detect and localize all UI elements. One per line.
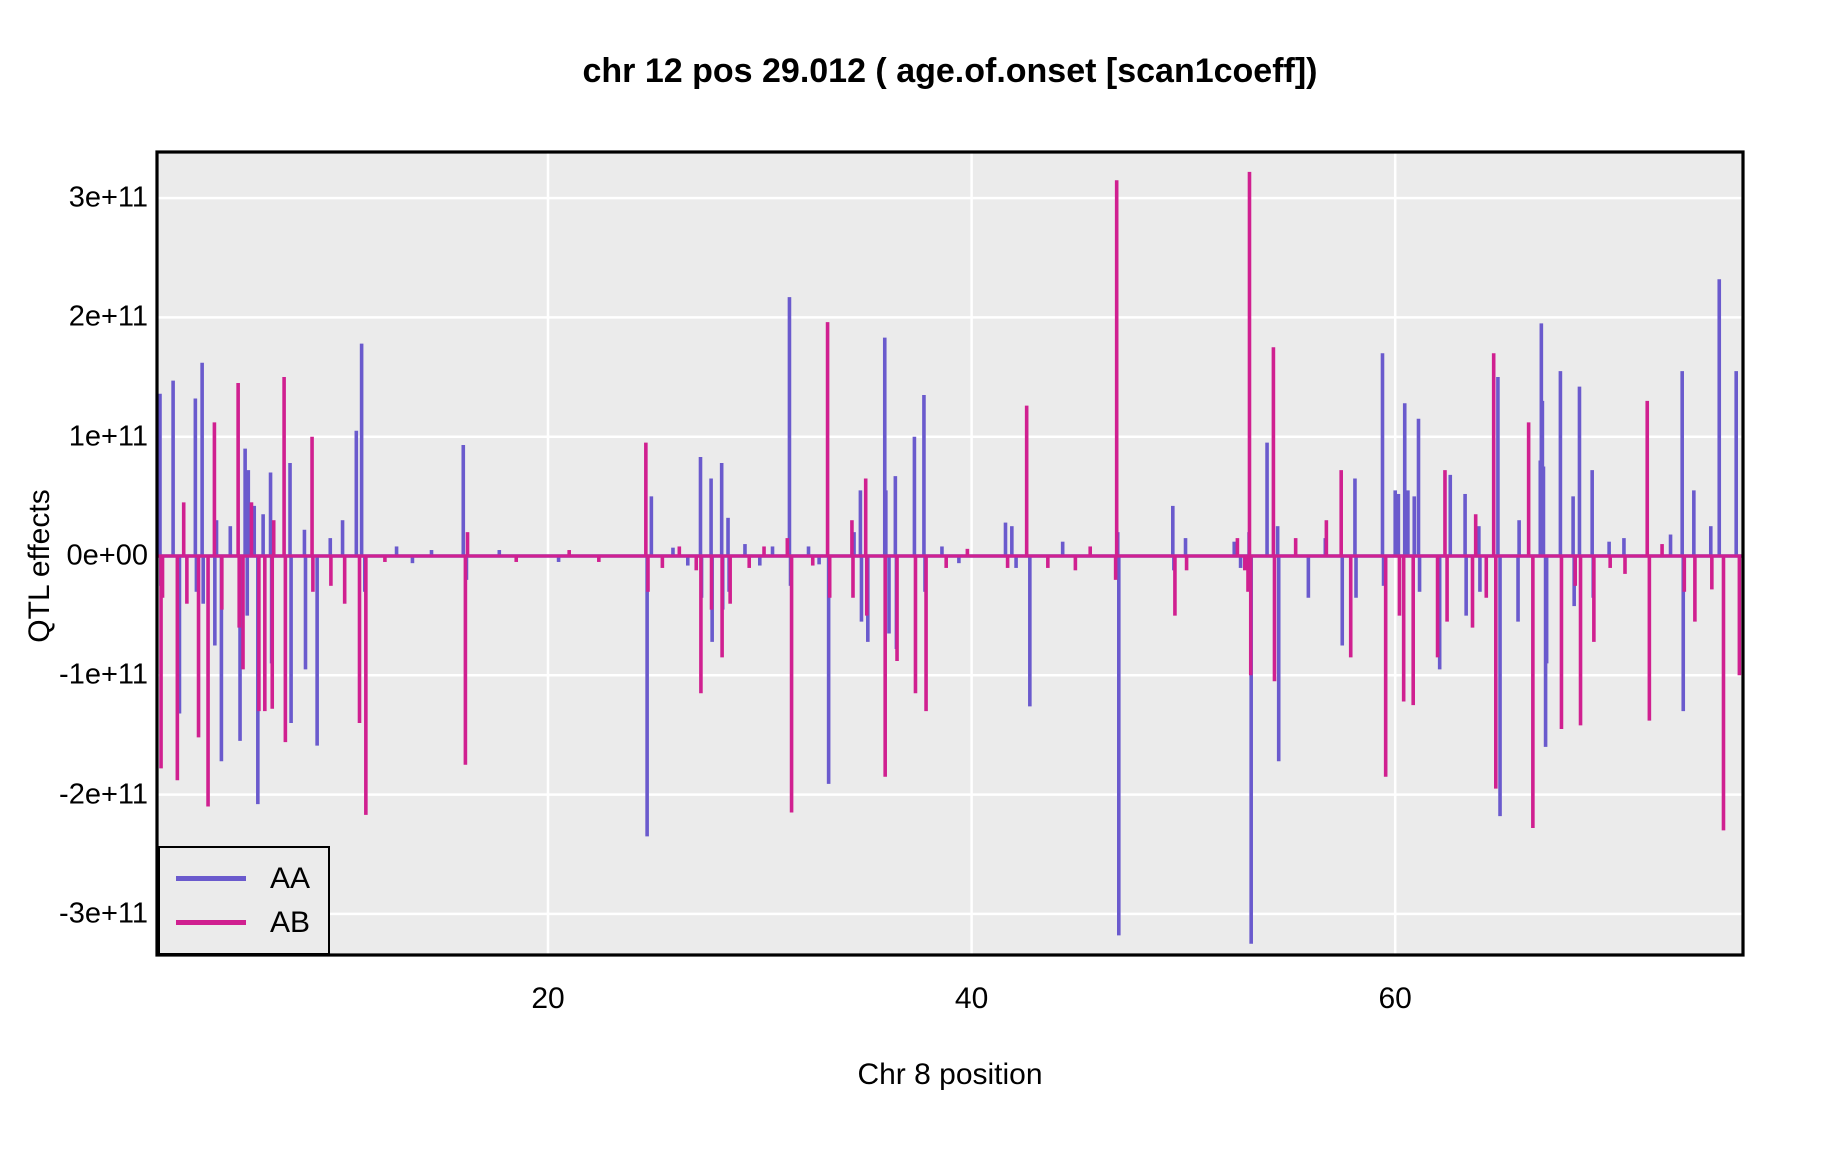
legend-label-aa: AA xyxy=(270,861,311,895)
legend-entry-aa: AA xyxy=(176,862,328,896)
ab-line-swatch xyxy=(176,920,246,925)
x-tick-label: 20 xyxy=(531,982,565,1015)
y-tick-label: 1e+11 xyxy=(68,420,148,453)
legend-label-ab: AB xyxy=(270,905,311,939)
y-tick-label: -1e+11 xyxy=(59,658,148,691)
series-ab xyxy=(157,171,1743,831)
legend-entry-ab: AB xyxy=(176,906,328,940)
y-tick-label: -2e+11 xyxy=(59,778,148,811)
x-axis-title: Chr 8 position xyxy=(857,1058,1043,1091)
y-tick-label: 0e+00 xyxy=(66,539,148,572)
legend-box: AA AB xyxy=(158,846,330,955)
chart-title: chr 12 pos 29.012 ( age.of.onset [scan1c… xyxy=(582,52,1318,90)
x-tick-label: 60 xyxy=(1378,982,1412,1015)
y-axis-title-text: QTL effects xyxy=(23,489,56,643)
x-tick-label: 40 xyxy=(954,982,989,1015)
y-tick-label: -3e+11 xyxy=(59,897,148,930)
aa-line-swatch xyxy=(176,876,246,881)
y-tick-label: 2e+11 xyxy=(68,300,148,333)
panel-border xyxy=(155,150,1745,957)
y-tick-label: 3e+11 xyxy=(68,181,148,214)
